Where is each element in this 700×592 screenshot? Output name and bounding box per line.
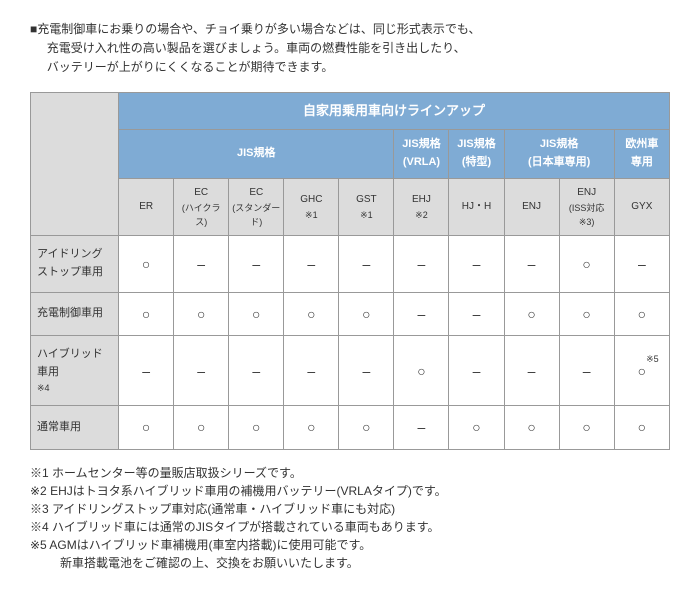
group-header: JIS規格 (119, 130, 394, 178)
col-header: ENJ (ISS対応※3) (559, 178, 614, 236)
cell: – (449, 292, 504, 335)
col-header-main: GST (356, 194, 377, 205)
cell: ○ (339, 292, 394, 335)
cell: ○ (229, 292, 284, 335)
cell: ○ (229, 406, 284, 449)
cell: – (394, 236, 449, 292)
cell: – (559, 335, 614, 406)
cell: ○ (504, 406, 559, 449)
col-header: ER (119, 178, 174, 236)
col-header-main: EC (194, 187, 208, 198)
col-header: ENJ (504, 178, 559, 236)
cell: – (174, 335, 229, 406)
footnote: ※4 ハイブリッド車には通常のJISタイプが搭載されている車両もあります。 (30, 518, 670, 536)
row-header: 充電制御車用 (31, 292, 119, 335)
col-header-sub: (ハイクラス) (176, 201, 226, 230)
cell: ○ (559, 236, 614, 292)
cell: – (449, 236, 504, 292)
cell: ○ (284, 292, 339, 335)
table-row: 充電制御車用 ○ ○ ○ ○ ○ – – ○ ○ ○ (31, 292, 670, 335)
col-header: EC (スタンダード) (229, 178, 284, 236)
col-header-sub: ※1 (341, 208, 391, 222)
cell: ○ (559, 292, 614, 335)
cell: ○ (559, 406, 614, 449)
group-header: JIS規格(特型) (449, 130, 504, 178)
footnote: ※2 EHJはトヨタ系ハイブリッド車用の補機用バッテリー(VRLAタイプ)です。 (30, 482, 670, 500)
footnote: ※3 アイドリングストップ車対応(通常車・ハイブリッド車にも対応) (30, 500, 670, 518)
cell: ○ (339, 406, 394, 449)
table-row: アイドリングストップ車用 ○ – – – – – – – ○ – (31, 236, 670, 292)
cell: – (449, 335, 504, 406)
cell: – (614, 236, 669, 292)
cell: – (504, 335, 559, 406)
cell: ○ ※5 (614, 335, 669, 406)
cell: – (394, 406, 449, 449)
row-header: アイドリングストップ車用 (31, 236, 119, 292)
group-header: JIS規格(日本車専用) (504, 130, 614, 178)
cell: – (504, 236, 559, 292)
col-header-sub: (スタンダード) (231, 201, 281, 230)
col-header-sub: ※2 (396, 208, 446, 222)
cell: ○ (394, 335, 449, 406)
cell: ○ (119, 406, 174, 449)
cell: ○ (174, 406, 229, 449)
cell: ○ (449, 406, 504, 449)
corner-cell (31, 92, 119, 236)
col-header-main: GHC (300, 194, 322, 205)
lineup-table: 自家用乗用車向けラインアップ JIS規格 JIS規格(VRLA) JIS規格(特… (30, 92, 670, 450)
cell: ○ (119, 236, 174, 292)
cell: – (229, 236, 284, 292)
footnote: ※1 ホームセンター等の量販店取扱シリーズです。 (30, 464, 670, 482)
cell: ○ (614, 292, 669, 335)
cell-footnote: ※5 (646, 352, 659, 366)
col-header: HJ・H (449, 178, 504, 236)
col-header: EHJ ※2 (394, 178, 449, 236)
cell: ○ (174, 292, 229, 335)
col-header-sub: ※1 (286, 208, 336, 222)
col-header-main: EC (249, 187, 263, 198)
cell: ○ (119, 292, 174, 335)
footnote: ※5 AGMはハイブリッド車補機用(車室内搭載)に使用可能です。 (30, 536, 670, 554)
main-header: 自家用乗用車向けラインアップ (119, 92, 670, 130)
cell-value: ○ (638, 363, 646, 379)
cell: – (394, 292, 449, 335)
cell: ○ (614, 406, 669, 449)
cell: ○ (504, 292, 559, 335)
table-row: 通常車用 ○ ○ ○ ○ ○ – ○ ○ ○ ○ (31, 406, 670, 449)
intro-line-2: 充電受け入れ性の高い製品を選びましょう。車両の燃費性能を引き出したり、 (30, 39, 670, 58)
intro-text: ■充電制御車にお乗りの場合や、チョイ乗りが多い場合などは、同じ形式表示でも、 充… (30, 20, 670, 78)
intro-line-3: バッテリーが上がりにくくなることが期待できます。 (30, 58, 670, 77)
row-header-main: ハイブリッド車用 (37, 348, 103, 378)
row-header: 通常車用 (31, 406, 119, 449)
cell: – (284, 335, 339, 406)
table-row: 自家用乗用車向けラインアップ (31, 92, 670, 130)
col-header-main: ENJ (577, 187, 596, 198)
col-header-sub: (ISS対応※3) (562, 201, 612, 230)
row-header: ハイブリッド車用 ※4 (31, 335, 119, 406)
cell: – (284, 236, 339, 292)
footnote: 新車搭載電池をご確認の上、交換をお願いいたします。 (30, 554, 670, 572)
col-header: GYX (614, 178, 669, 236)
cell: – (339, 236, 394, 292)
table-row: ハイブリッド車用 ※4 – – – – – ○ – – – ○ ※5 (31, 335, 670, 406)
cell: – (174, 236, 229, 292)
col-header: GHC ※1 (284, 178, 339, 236)
footnotes: ※1 ホームセンター等の量販店取扱シリーズです。 ※2 EHJはトヨタ系ハイブリ… (30, 464, 670, 572)
col-header: EC (ハイクラス) (174, 178, 229, 236)
group-header: 欧州車専用 (614, 130, 669, 178)
col-header-main: EHJ (412, 194, 431, 205)
cell: – (229, 335, 284, 406)
table-row: JIS規格 JIS規格(VRLA) JIS規格(特型) JIS規格(日本車専用)… (31, 130, 670, 178)
cell: – (119, 335, 174, 406)
cell: ○ (284, 406, 339, 449)
table-row: ER EC (ハイクラス) EC (スタンダード) GHC ※1 GST ※1 … (31, 178, 670, 236)
row-header-sub: ※4 (37, 381, 112, 395)
col-header: GST ※1 (339, 178, 394, 236)
cell: – (339, 335, 394, 406)
intro-line-1: ■充電制御車にお乗りの場合や、チョイ乗りが多い場合などは、同じ形式表示でも、 (30, 20, 670, 39)
group-header: JIS規格(VRLA) (394, 130, 449, 178)
